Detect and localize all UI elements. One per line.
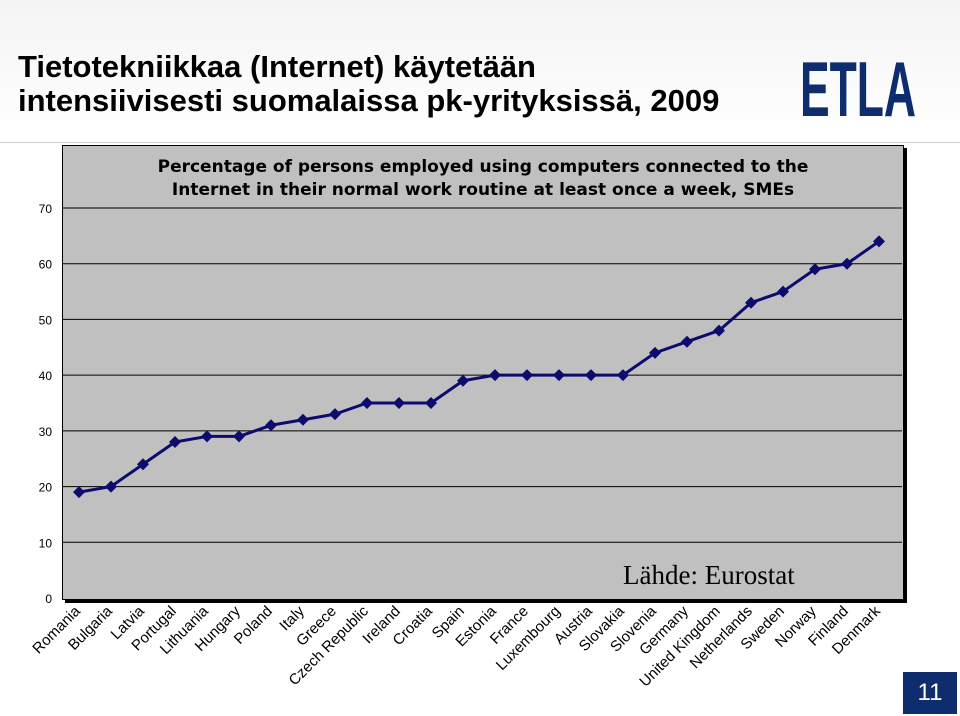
data-point-marker bbox=[873, 235, 885, 248]
y-tick-label: 20 bbox=[39, 481, 53, 495]
etla-logo: ETLA bbox=[800, 52, 916, 124]
x-tick-labels: RomaniaBulgariaLatviaPortugalLithuaniaHu… bbox=[29, 602, 884, 690]
source-annotation: Lähde: Eurostat bbox=[623, 560, 795, 590]
data-point-marker bbox=[425, 397, 437, 409]
chart-title-line-2: Internet in their normal work routine at… bbox=[171, 180, 795, 200]
data-point-marker bbox=[713, 324, 725, 337]
y-tick-label: 0 bbox=[45, 592, 52, 606]
data-point-marker bbox=[553, 369, 565, 382]
data-point-marker bbox=[649, 346, 661, 359]
y-tick-label: 60 bbox=[39, 258, 53, 272]
data-point-marker bbox=[681, 335, 693, 348]
data-point-marker bbox=[777, 285, 789, 298]
logo-text: ETLA bbox=[800, 52, 916, 124]
data-point-marker bbox=[809, 263, 821, 276]
data-point-marker bbox=[297, 413, 309, 426]
page-number: 11 bbox=[903, 672, 957, 714]
data-point-marker bbox=[745, 296, 757, 309]
data-point-marker bbox=[73, 486, 85, 499]
chart-plot-area: Percentage of persons employed using com… bbox=[62, 145, 904, 600]
y-tick-label: 30 bbox=[39, 425, 53, 439]
data-point-marker bbox=[137, 458, 149, 471]
data-point-marker bbox=[585, 369, 597, 382]
data-point-marker bbox=[105, 480, 117, 493]
y-tick-labels: 0 10 20 30 40 50 60 70 bbox=[39, 202, 53, 606]
series-layer bbox=[73, 235, 885, 499]
data-point-marker bbox=[201, 430, 213, 443]
y-tick-label: 40 bbox=[39, 369, 53, 383]
data-point-marker bbox=[841, 257, 853, 270]
slide-title-line-2: intensiivisesti suomalaissa pk-yrityksis… bbox=[18, 83, 720, 118]
series-line bbox=[78, 240, 880, 494]
header-divider bbox=[0, 142, 960, 143]
grid-layer bbox=[62, 207, 902, 543]
chart-title: Percentage of persons employed using com… bbox=[123, 156, 843, 202]
data-point-marker bbox=[361, 397, 373, 409]
slide-title-line-1: Tietotekniikkaa (Internet) käytetään bbox=[18, 49, 536, 84]
data-point-marker bbox=[457, 374, 469, 387]
data-point-marker bbox=[233, 430, 245, 443]
data-point-marker bbox=[521, 369, 533, 382]
data-point-marker bbox=[329, 408, 341, 421]
title-band bbox=[0, 0, 960, 140]
chart-title-line-1: Percentage of persons employed using com… bbox=[157, 157, 809, 177]
y-tick-label: 50 bbox=[39, 313, 53, 327]
y-tick-label: 70 bbox=[39, 202, 53, 216]
data-point-marker bbox=[169, 436, 181, 448]
data-point-marker bbox=[617, 369, 629, 382]
data-point-marker bbox=[489, 369, 501, 382]
data-point-marker bbox=[393, 397, 405, 409]
y-tick-label: 10 bbox=[39, 536, 53, 550]
data-point-marker bbox=[265, 419, 277, 432]
slide-title: Tietotekniikkaa (Internet) käytetään int… bbox=[18, 50, 719, 118]
